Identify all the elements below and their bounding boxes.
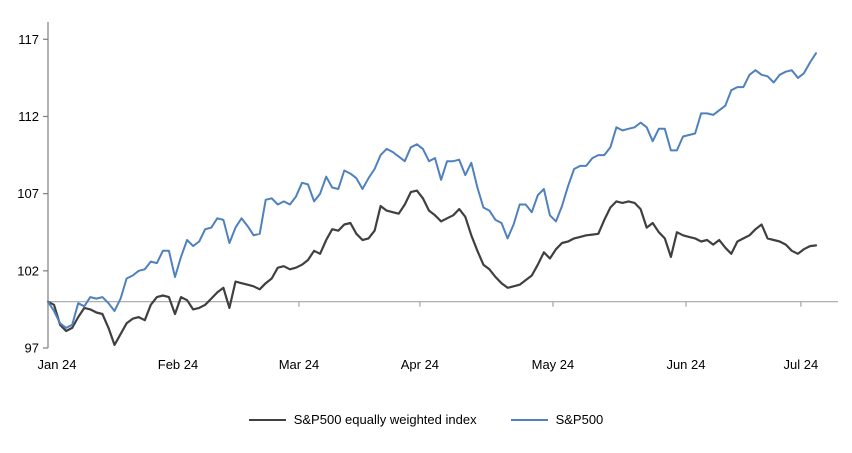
legend: S&P500 equally weighted index S&P500: [0, 412, 852, 427]
x-tick-label: Feb 24: [158, 357, 198, 372]
sp500-line-swatch: [510, 418, 548, 421]
y-tick-label: 117: [18, 32, 39, 47]
chart-canvas: Jan 24 Feb 24 Mar 24 Apr 24 May 24 Jun 24 Jul …: [17, 22, 838, 372]
y-tick-label: 102: [17, 263, 39, 278]
y-tick-label: 97: [25, 341, 39, 356]
y-tick-label: 107: [17, 186, 39, 201]
y-tick-label: 112: [18, 109, 39, 124]
x-tick-label: Mar 24: [279, 357, 319, 372]
x-tick-label: Jul 24: [784, 357, 819, 372]
price-chart: Jan 24 Feb 24 Mar 24 Apr 24 May 24 Jun 24 Jul …: [17, 22, 838, 372]
x-tick-label: Jan 24: [37, 357, 76, 372]
legend-item-equal-weight: S&P500 equally weighted index: [248, 412, 477, 427]
equal-weight-line-swatch: [248, 418, 286, 421]
legend-label-equal-weight: S&P500 equally weighted index: [293, 412, 477, 427]
legend-item-sp500: S&P500: [510, 412, 604, 427]
sp500-equal-weight-line: [46, 189, 818, 346]
sp500-line: [47, 52, 817, 329]
x-tick-label: Jun 24: [666, 357, 705, 372]
x-tick-label: May 24: [532, 357, 575, 372]
legend-label-sp500: S&P500: [555, 412, 604, 427]
x-tick-label: Apr 24: [401, 357, 439, 372]
